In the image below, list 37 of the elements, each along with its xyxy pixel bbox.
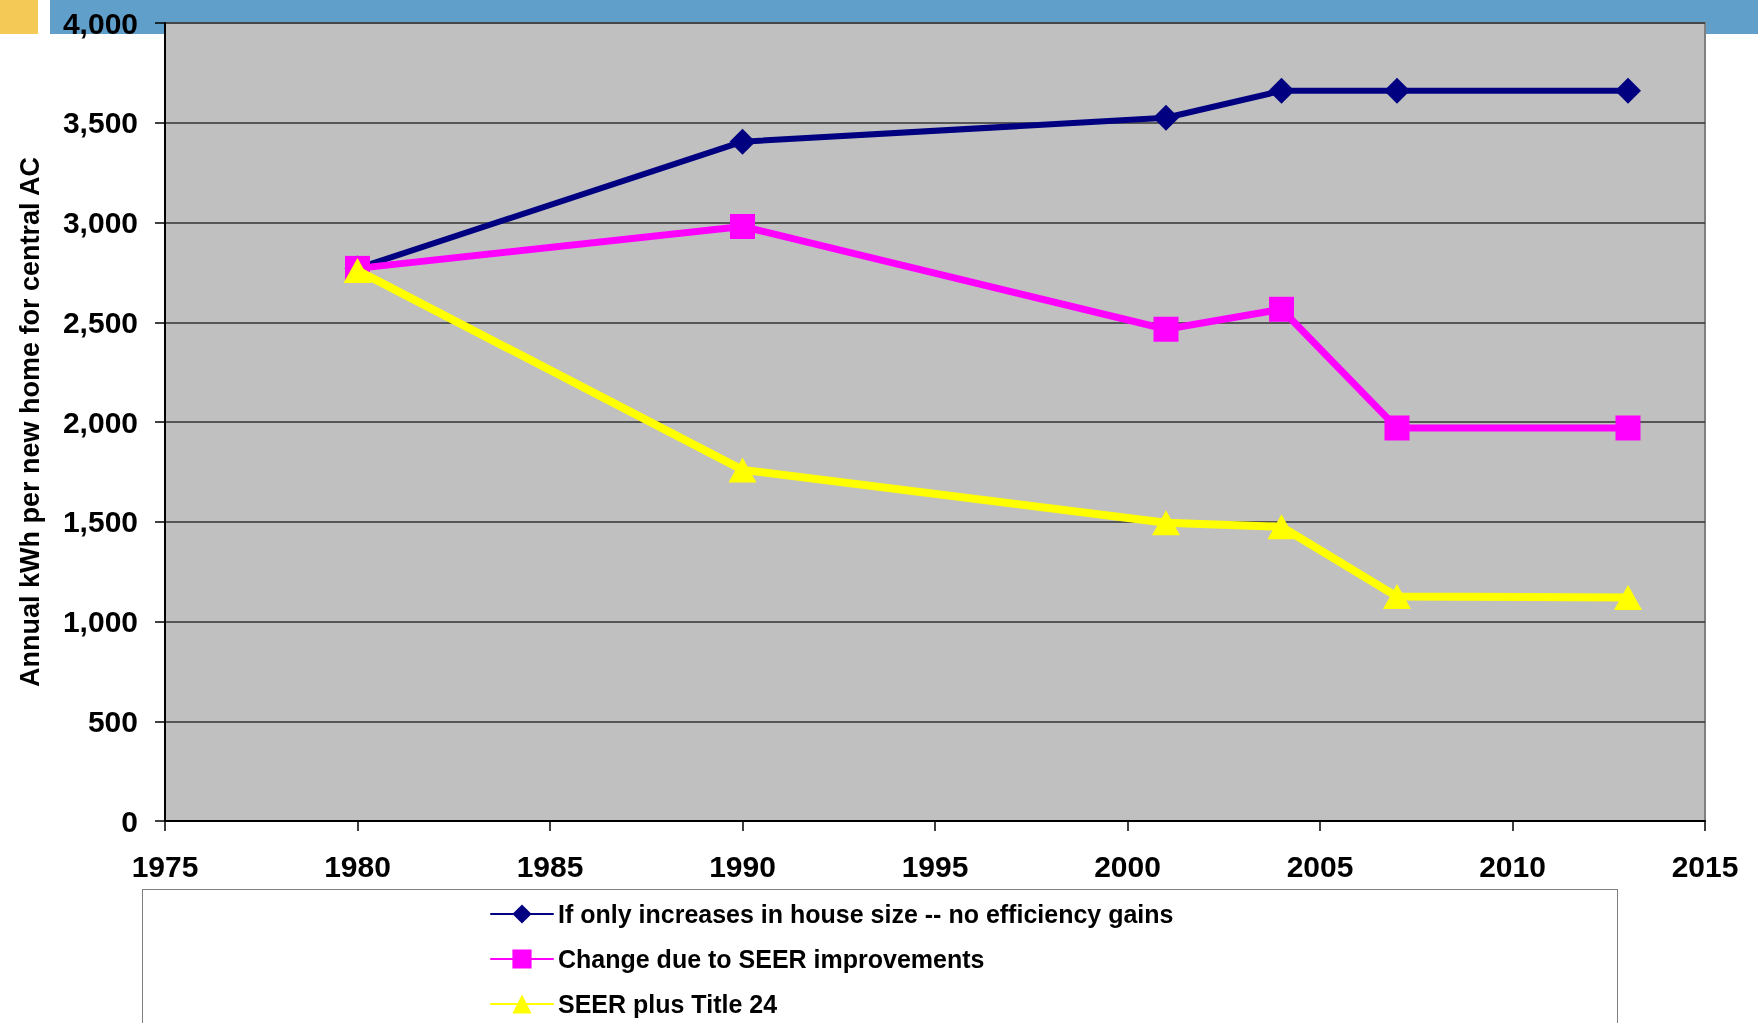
x-tick-label: 1975 (131, 849, 199, 883)
y-tick-label: 2,000 (62, 405, 138, 439)
x-tick-label: 2005 (1286, 849, 1354, 883)
legend-label: Change due to SEER improvements (558, 945, 985, 973)
point (1152, 510, 1180, 536)
legend-label: SEER plus Title 24 (558, 990, 778, 1018)
y-axis-title: Annual kWh per new home for central AC (14, 156, 45, 688)
point (730, 213, 755, 239)
point (1383, 584, 1411, 610)
y-tick-label: 2,500 (62, 305, 138, 339)
y-tick-label: 3,000 (62, 206, 138, 239)
y-tick-label: 0 (121, 804, 138, 838)
y-tick-label: 1,000 (62, 605, 138, 638)
point (1153, 104, 1179, 131)
point (729, 128, 756, 155)
x-tick-label: 1985 (516, 849, 584, 883)
point (1615, 415, 1641, 441)
point (1614, 585, 1642, 611)
x-tick-label: 1980 (324, 849, 391, 883)
x-tick-label: 2010 (1479, 849, 1546, 883)
x-tick-label: 1990 (709, 849, 776, 883)
point (1153, 316, 1179, 342)
point (1268, 77, 1295, 104)
point (1269, 296, 1294, 322)
y-tick-label: 1,500 (62, 505, 138, 539)
point (728, 457, 757, 483)
x-tick-label: 1995 (901, 849, 969, 883)
point (1267, 514, 1296, 540)
legend-label: If only increases in house size -- no efficiency gains (558, 900, 1174, 928)
y-tick-label: 500 (87, 704, 138, 738)
point (1384, 415, 1410, 441)
point (1615, 77, 1641, 104)
y-tick-label: 3,500 (62, 106, 138, 140)
point (1384, 77, 1410, 104)
x-tick-label: 2015 (1671, 849, 1739, 883)
y-tick-label: 4,000 (62, 6, 138, 40)
x-tick-label: 2000 (1094, 849, 1161, 883)
